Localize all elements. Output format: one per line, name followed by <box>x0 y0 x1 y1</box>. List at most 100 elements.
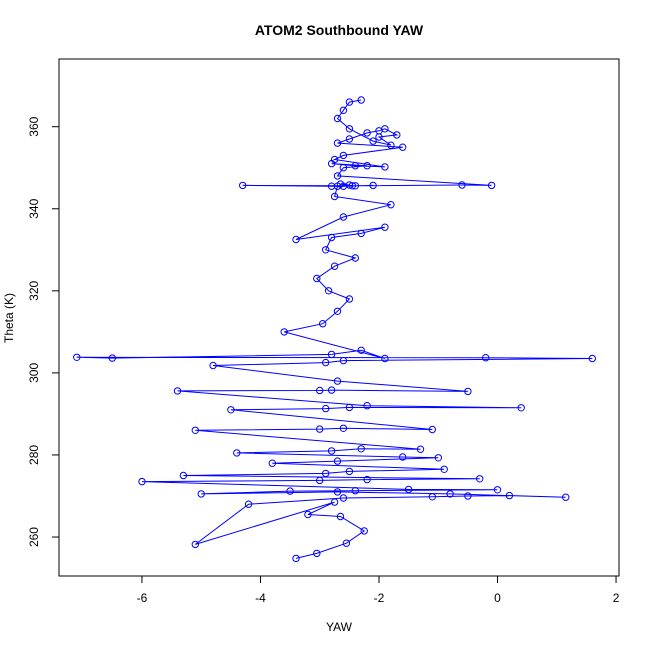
data-point <box>330 155 339 164</box>
data-point <box>399 143 407 151</box>
data-point <box>339 106 348 115</box>
data-point <box>173 387 182 395</box>
data-point <box>227 406 235 414</box>
x-tick-label: 2 <box>613 591 620 605</box>
data-point <box>428 425 436 434</box>
x-tick-label: 0 <box>494 591 501 605</box>
y-tick-label: 340 <box>27 198 41 218</box>
data-point <box>363 129 371 137</box>
data-point <box>316 476 324 485</box>
data-point <box>360 527 368 535</box>
data-point <box>416 445 425 453</box>
data-point <box>322 404 330 413</box>
data-point <box>446 490 454 498</box>
data-point <box>440 465 448 473</box>
data-point <box>327 233 336 242</box>
data-point <box>357 346 365 354</box>
y-tick-label: 280 <box>27 445 41 465</box>
data-point <box>505 491 514 500</box>
chart-title: ATOM2 Southbound YAW <box>255 22 424 38</box>
data-point <box>316 425 324 433</box>
data-point <box>351 487 359 495</box>
data-point <box>319 320 327 328</box>
data-point <box>327 350 336 359</box>
data-point <box>342 539 351 547</box>
data-point <box>493 486 502 494</box>
data-point <box>333 307 342 315</box>
data-point <box>191 540 200 549</box>
data-point <box>292 554 300 563</box>
data-point <box>381 354 389 363</box>
data-point <box>268 459 276 467</box>
data-point <box>434 454 442 462</box>
data-point <box>239 181 247 190</box>
data-point <box>428 493 436 501</box>
data-point <box>399 453 407 461</box>
data-point <box>313 274 321 283</box>
data-point <box>351 254 359 262</box>
x-tick-label: -4 <box>255 591 266 605</box>
data-point <box>330 192 339 201</box>
data-point <box>476 475 484 483</box>
data-point <box>363 402 371 410</box>
data-point <box>336 180 345 188</box>
data-point <box>588 354 596 363</box>
data-point <box>327 447 336 455</box>
data-point <box>381 163 389 171</box>
data-point <box>458 181 466 189</box>
data-point <box>333 172 342 180</box>
data-point <box>339 424 348 432</box>
data-point <box>357 445 365 453</box>
data-point <box>363 475 371 484</box>
y-tick-label: 260 <box>27 527 41 547</box>
data-point <box>357 229 365 238</box>
data-point <box>363 162 371 170</box>
series-line <box>76 99 593 559</box>
data-point <box>179 471 188 480</box>
data-point <box>313 549 321 558</box>
data-point <box>339 356 348 365</box>
data-point <box>375 133 383 141</box>
data-point <box>330 262 339 270</box>
data-point <box>233 449 241 457</box>
data-point <box>138 477 146 486</box>
data-point <box>330 498 339 506</box>
x-axis-label: YAW <box>326 620 353 634</box>
data-point <box>333 457 342 465</box>
data-point <box>322 246 330 254</box>
data-point <box>327 182 336 190</box>
data-point <box>333 488 342 496</box>
y-axis-label: Theta (K) <box>2 293 16 343</box>
data-point <box>345 125 354 133</box>
data-point <box>286 487 294 495</box>
y-tick-label: 360 <box>27 116 41 136</box>
data-point <box>316 386 324 395</box>
data-point <box>464 387 472 396</box>
x-tick-label: -6 <box>137 591 148 605</box>
data-point <box>339 494 348 502</box>
data-point <box>304 510 312 519</box>
y-tick-label: 320 <box>27 280 41 300</box>
data-point <box>487 181 496 190</box>
data-point <box>381 125 389 133</box>
y-tick-label: 300 <box>27 363 41 383</box>
data-point <box>345 135 354 143</box>
data-point <box>387 201 395 209</box>
data-point <box>191 426 200 434</box>
data-point <box>357 96 365 104</box>
data-point <box>322 469 330 478</box>
data-point <box>333 139 342 147</box>
data-point <box>387 141 395 149</box>
data-point <box>482 354 490 362</box>
data-point <box>280 328 288 336</box>
data-point <box>209 361 217 370</box>
data-point <box>108 354 117 362</box>
data-point <box>562 493 570 501</box>
data-point <box>339 151 348 160</box>
data-point <box>351 182 359 190</box>
data-point <box>369 137 377 145</box>
data-point <box>464 492 472 500</box>
data-point <box>517 404 525 412</box>
